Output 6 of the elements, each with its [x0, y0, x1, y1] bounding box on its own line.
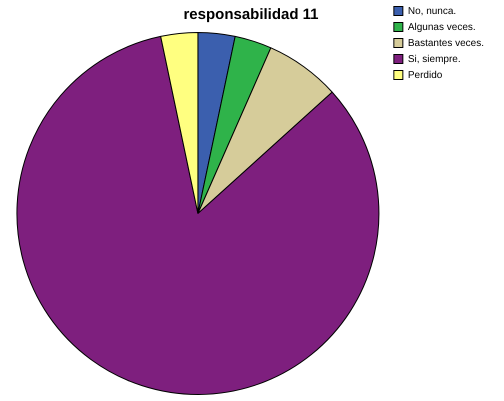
chart-title: responsabilidad 11: [183, 6, 319, 24]
legend-label: Si, siempre.: [408, 54, 461, 65]
legend-label: Bastantes veces.: [408, 38, 484, 49]
legend-label: Algunas veces.: [408, 22, 476, 33]
legend-label: Perdido: [408, 70, 443, 81]
legend-label: No, nunca.: [408, 6, 456, 17]
